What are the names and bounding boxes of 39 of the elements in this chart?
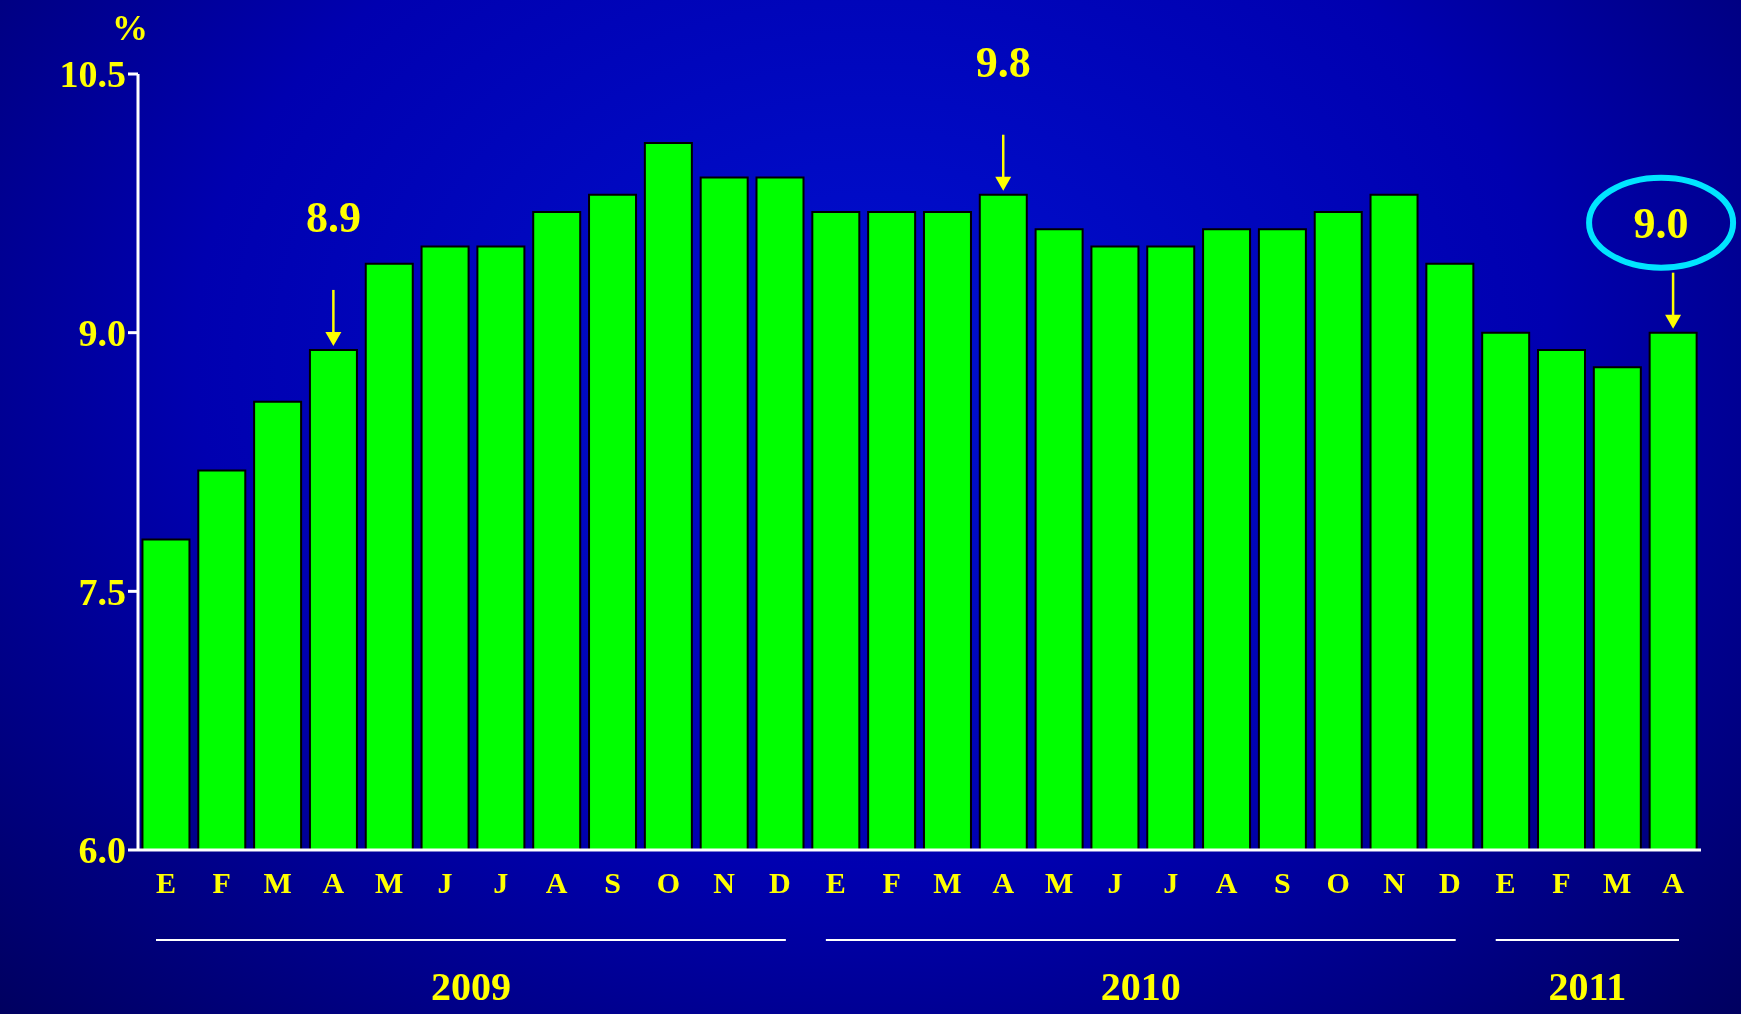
- x-tick-label: S: [1274, 866, 1291, 900]
- x-tick-label: A: [1662, 866, 1685, 900]
- x-tick-label: D: [769, 866, 791, 900]
- text: 2011: [1548, 964, 1627, 1009]
- x-tick-label: M: [1044, 866, 1074, 900]
- x-tick-label: O: [656, 866, 680, 900]
- x-tick-label: N: [1383, 866, 1406, 900]
- x-tick-label: D: [1438, 866, 1461, 900]
- annotation: 9.0: [1633, 198, 1689, 248]
- x-tick-label: M: [263, 866, 292, 900]
- x-tick-label: S: [604, 866, 621, 900]
- x-tick-label: A: [992, 866, 1015, 900]
- text: 2009: [430, 964, 511, 1009]
- annotation: 9.8: [975, 37, 1031, 87]
- x-tick-label: A: [1215, 866, 1238, 900]
- x-tick-label: F: [1552, 866, 1571, 900]
- y-tick-label: 9.0: [78, 312, 126, 355]
- x-tick-label: M: [933, 866, 962, 900]
- x-tick-label: A: [545, 866, 568, 900]
- x-tick-label: F: [882, 866, 901, 900]
- x-tick-label: E: [155, 866, 176, 900]
- x-tick-label: F: [212, 866, 231, 900]
- x-tick-label: M: [375, 866, 404, 900]
- annotation: 8.9: [305, 192, 361, 242]
- y-tick-label: 7.5: [78, 570, 126, 613]
- x-tick-label: E: [825, 866, 846, 900]
- y-tick-label: 6.0: [78, 829, 126, 872]
- x-tick-label: O: [1326, 866, 1350, 900]
- text: 2010: [1100, 964, 1181, 1009]
- x-tick-label: J: [437, 866, 453, 900]
- x-tick-label: J: [493, 866, 509, 900]
- x-tick-label: M: [1603, 866, 1632, 900]
- x-tick-label: E: [1495, 866, 1516, 900]
- x-tick-label: N: [713, 866, 736, 900]
- y-axis-title: %: [112, 8, 148, 48]
- y-tick-label: 10.5: [59, 53, 126, 96]
- x-tick-label: J: [1163, 866, 1179, 900]
- x-tick-label: J: [1107, 866, 1123, 900]
- x-tick-label: A: [322, 866, 345, 900]
